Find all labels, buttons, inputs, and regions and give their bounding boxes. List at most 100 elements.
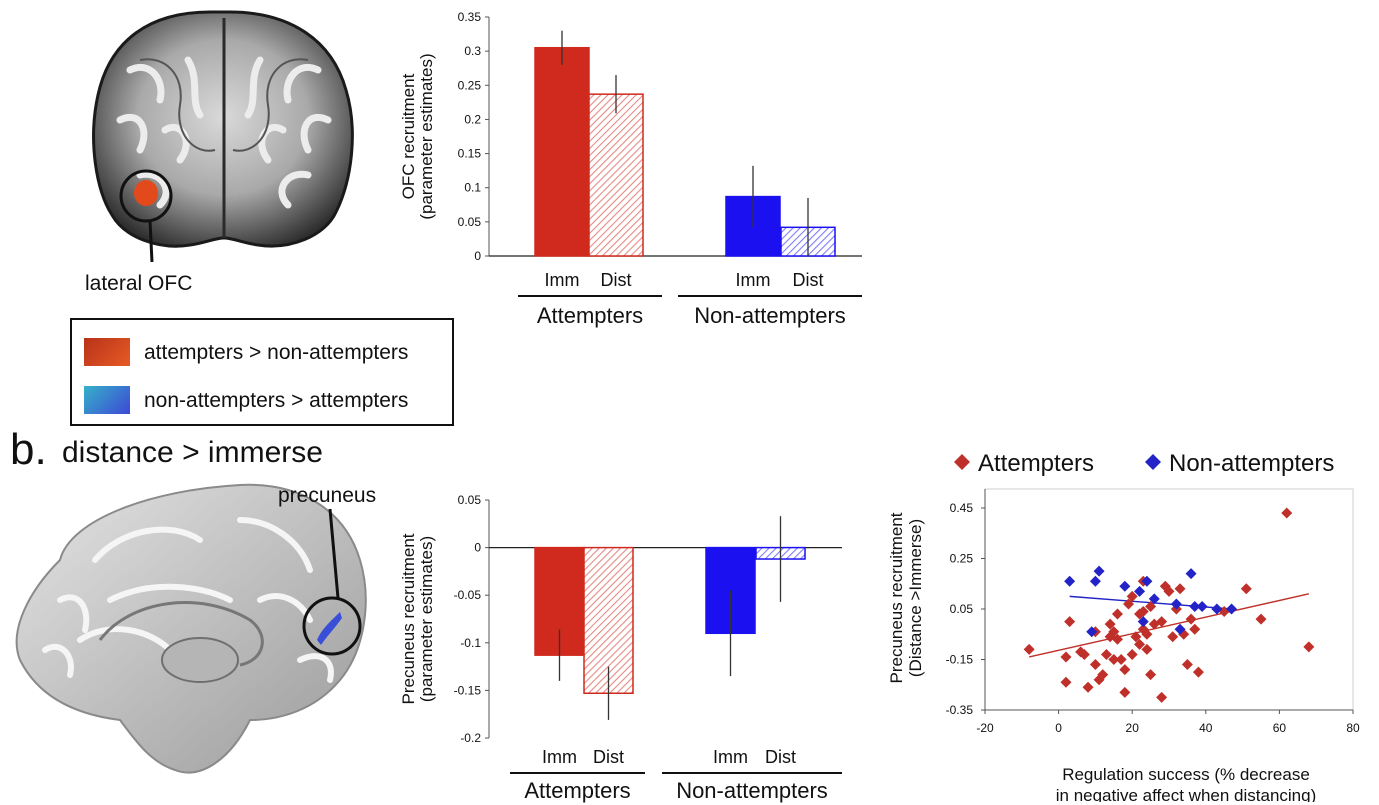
legend-marker-non-attempters (1145, 454, 1161, 470)
point-non-attempters (1226, 603, 1238, 615)
category-label: Imm (736, 270, 771, 290)
point-attempters (1119, 664, 1131, 676)
point-attempters (1111, 608, 1123, 620)
x-tick-label: 20 (1126, 721, 1140, 735)
bar-attempters-dist (588, 93, 644, 257)
group-label: Attempters (537, 303, 643, 328)
point-attempters (1089, 659, 1101, 671)
point-attempters (1163, 585, 1175, 597)
point-attempters (1134, 608, 1146, 620)
x-tick-label: 80 (1346, 721, 1360, 735)
point-attempters (1240, 583, 1252, 595)
point-non-attempters (1196, 600, 1208, 612)
point-non-attempters (1141, 575, 1153, 587)
category-label: Imm (542, 747, 577, 767)
point-attempters (1141, 628, 1153, 640)
y-axis-label-line2: (parameter estimates) (417, 536, 436, 702)
point-attempters (1097, 669, 1109, 681)
legend-swatch-attempters (84, 338, 130, 366)
y-tick-label: -0.15 (946, 653, 974, 667)
y-axis-label-line2: (Distance >Immerse) (906, 519, 925, 677)
point-attempters (1137, 623, 1149, 635)
point-attempters (1156, 616, 1168, 628)
point-attempters (1156, 691, 1168, 703)
point-non-attempters (1174, 623, 1186, 635)
y-tick-label: 0.05 (458, 493, 482, 507)
point-non-attempters (1119, 580, 1131, 592)
y-tick-label: 0.45 (950, 501, 974, 515)
contrast-legend: attempters > non-attempters non-attempte… (70, 318, 454, 426)
category-label: Dist (793, 270, 824, 290)
y-tick-label: 0.15 (458, 147, 482, 161)
category-label: Dist (765, 747, 796, 767)
y-tick-label: 0.05 (950, 602, 974, 616)
x-axis-label-line1: Regulation success (% decrease (1062, 765, 1310, 784)
point-attempters (1130, 631, 1142, 643)
point-attempters (1060, 676, 1072, 688)
lateral-ofc-label: lateral OFC (85, 272, 193, 295)
point-attempters (1023, 643, 1035, 655)
point-attempters (1082, 681, 1094, 693)
precuneus-bar-chart: 0.05 0 -0.05 -0.1 -0.15 -0.2 Precuneus recruit… (400, 493, 842, 803)
point-attempters (1134, 638, 1146, 650)
y-tick-label: 0.35 (458, 10, 482, 24)
point-attempters (1281, 507, 1293, 519)
point-non-attempters (1185, 568, 1197, 580)
point-non-attempters (1148, 593, 1160, 605)
point-attempters (1060, 651, 1072, 663)
group-label: Attempters (524, 778, 630, 803)
y-axis-label-line1: OFC recruitment (399, 73, 418, 199)
point-attempters (1108, 626, 1120, 638)
y-tick-label: 0.1 (464, 181, 481, 195)
point-attempters (1126, 648, 1138, 660)
point-non-attempters (1211, 603, 1223, 615)
y-tick-label: -0.1 (460, 636, 481, 650)
coronal-brain-slice (92, 10, 354, 263)
y-axis-label-line1: Precuneus recruitment (887, 512, 906, 683)
point-attempters (1108, 654, 1120, 665)
point-attempters (1100, 648, 1112, 660)
point-attempters (1115, 654, 1127, 665)
group-label: Non-attempters (676, 778, 828, 803)
y-tick-label: 0.25 (458, 78, 482, 92)
point-attempters (1111, 633, 1123, 645)
point-attempters (1174, 583, 1186, 595)
category-label: Dist (593, 747, 624, 767)
point-attempters (1126, 590, 1138, 602)
point-non-attempters (1170, 598, 1182, 610)
point-attempters (1178, 628, 1190, 640)
y-tick-label: 0 (474, 541, 481, 555)
point-attempters (1141, 643, 1153, 655)
ofc-bar-chart: 0 0.05 0.1 0.15 0.2 0.25 0.3 0.35 OFC recruitmen… (399, 10, 862, 328)
point-attempters (1189, 623, 1201, 635)
panel-title: distance > immerse (62, 436, 323, 469)
precuneus-label: precuneus (278, 484, 377, 507)
y-tick-label: -0.2 (460, 731, 481, 745)
legend-swatch-non-attempters (84, 386, 130, 414)
point-attempters (1185, 613, 1197, 625)
y-tick-label: 0.3 (464, 44, 481, 58)
fit-line-attempters (1029, 593, 1309, 658)
legend-marker-attempters (954, 454, 970, 470)
legend-label-attempters: Attempters (978, 450, 1094, 477)
point-attempters (1145, 669, 1157, 681)
bar-attempters-imm (534, 46, 590, 257)
category-label: Imm (713, 747, 748, 767)
point-non-attempters (1093, 565, 1105, 577)
scatter-chart: 0.45 0.25 0.05 -0.15 -0.35-20 0 20 40 60 80 Precun… (887, 450, 1360, 802)
point-attempters (1078, 648, 1090, 660)
point-non-attempters (1134, 585, 1146, 597)
point-attempters (1255, 613, 1267, 625)
y-tick-label: 0.05 (458, 215, 482, 229)
category-label: Dist (601, 270, 632, 290)
point-attempters (1167, 631, 1179, 643)
plot-frame (984, 488, 1354, 711)
point-non-attempters (1089, 575, 1101, 587)
point-attempters (1119, 686, 1131, 698)
point-attempters (1064, 616, 1076, 628)
y-axis-label-line2: (parameter estimates) (417, 53, 436, 219)
category-label: Imm (545, 270, 580, 290)
legend-label-attempters: attempters > non-attempters (144, 341, 409, 364)
x-tick-label: 0 (1055, 721, 1062, 735)
